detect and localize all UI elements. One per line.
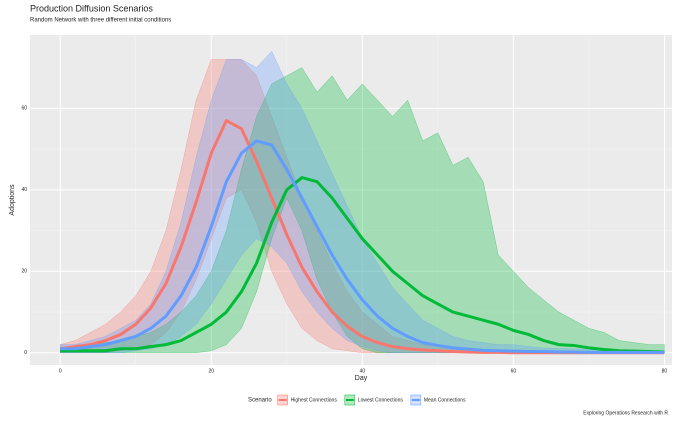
chart-title: Production Diffusion Scenarios: [30, 3, 153, 13]
x-tick-label: 40: [360, 368, 366, 374]
x-axis-label: Day: [355, 375, 368, 382]
plot-panel: [30, 35, 672, 365]
x-tick-label: 0: [59, 368, 62, 374]
x-tick-label: 20: [208, 368, 214, 374]
chart-subtitle: Random Network with three different init…: [30, 18, 171, 24]
x-tick-label: 80: [662, 368, 668, 374]
y-tick-label: 60: [21, 106, 27, 112]
legend-label: Highest Connections: [291, 397, 338, 403]
y-axis-label: Adoptions: [9, 184, 16, 216]
legend-label: Lowest Connections: [358, 397, 404, 403]
caption: Exploring Operations Research with R: [583, 410, 668, 416]
line: [60, 139, 665, 354]
y-tick-label: 20: [21, 269, 27, 275]
legend-label: Mean Connections: [424, 397, 466, 403]
y-tick-label: 40: [21, 187, 27, 193]
legend-title: Scenario: [248, 398, 272, 404]
line: [60, 176, 665, 354]
x-tick-label: 60: [511, 368, 517, 374]
y-tick-label: 0: [24, 350, 27, 356]
